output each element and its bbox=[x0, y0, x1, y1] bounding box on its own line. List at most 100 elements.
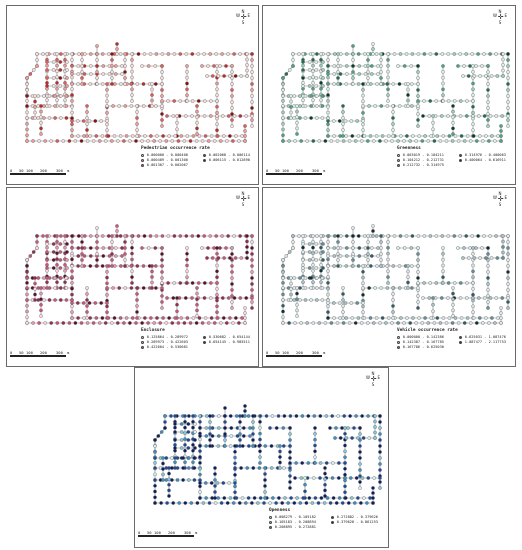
sample-point bbox=[499, 134, 503, 138]
sample-point bbox=[356, 82, 361, 86]
sample-point bbox=[269, 444, 274, 448]
sample-point bbox=[486, 106, 490, 110]
sample-point bbox=[204, 426, 209, 430]
sample-point bbox=[441, 257, 445, 262]
sample-point bbox=[183, 420, 187, 424]
sample-point bbox=[55, 52, 59, 56]
sample-point bbox=[314, 242, 319, 246]
sample-point bbox=[181, 478, 185, 482]
sample-point bbox=[183, 431, 187, 436]
sample-point bbox=[366, 240, 370, 244]
sample-point bbox=[209, 281, 213, 285]
sample-point bbox=[39, 308, 43, 313]
sample-point bbox=[65, 242, 69, 246]
sample-point bbox=[314, 250, 319, 254]
sample-point bbox=[213, 466, 217, 470]
sample-point bbox=[321, 76, 325, 80]
sample-point bbox=[105, 270, 109, 274]
sample-point bbox=[250, 88, 254, 92]
sample-point bbox=[45, 68, 49, 72]
sample-point bbox=[80, 70, 84, 74]
sample-point bbox=[315, 234, 319, 238]
sample-point bbox=[281, 116, 285, 120]
sample-point bbox=[217, 414, 221, 418]
sample-point bbox=[111, 286, 115, 290]
sample-point bbox=[314, 258, 319, 262]
sample-point bbox=[212, 64, 216, 68]
sample-point bbox=[361, 111, 365, 115]
sample-point bbox=[281, 133, 285, 138]
sample-point bbox=[70, 87, 74, 91]
legend-dot-icon bbox=[459, 340, 463, 345]
sample-point bbox=[501, 245, 505, 249]
sample-point bbox=[319, 234, 323, 238]
sample-point bbox=[250, 58, 254, 62]
sample-point bbox=[303, 94, 308, 98]
sample-point bbox=[33, 281, 37, 286]
sample-point bbox=[402, 139, 406, 143]
sample-point bbox=[33, 116, 37, 120]
sample-point bbox=[499, 124, 503, 128]
sample-point bbox=[85, 286, 89, 290]
sample-point bbox=[373, 425, 377, 429]
sample-point bbox=[64, 104, 69, 108]
sample-point bbox=[195, 132, 199, 136]
sample-point bbox=[416, 281, 420, 285]
sample-point bbox=[179, 438, 184, 442]
sample-point bbox=[441, 281, 445, 285]
sample-point bbox=[321, 68, 325, 72]
sample-point bbox=[295, 121, 299, 125]
sample-point bbox=[112, 134, 117, 138]
sample-point bbox=[456, 64, 460, 68]
sample-point bbox=[65, 60, 69, 64]
sample-point bbox=[391, 128, 395, 132]
sample-point bbox=[471, 128, 475, 132]
sample-point bbox=[332, 82, 336, 86]
sample-point bbox=[160, 52, 165, 56]
sample-point bbox=[293, 321, 297, 325]
sample-point bbox=[160, 246, 164, 250]
sample-point bbox=[53, 94, 57, 98]
sample-point bbox=[213, 478, 217, 482]
sample-point bbox=[456, 139, 461, 143]
sample-point bbox=[343, 449, 347, 454]
sample-point bbox=[304, 501, 309, 505]
sample-point bbox=[240, 134, 244, 138]
sample-point bbox=[311, 86, 315, 91]
sample-point bbox=[281, 264, 285, 268]
sample-point bbox=[326, 93, 330, 97]
sample-point bbox=[153, 461, 157, 465]
sample-point bbox=[198, 472, 202, 477]
sample-point bbox=[202, 52, 206, 56]
sample-point bbox=[91, 139, 96, 143]
sample-point bbox=[186, 438, 191, 442]
sample-point bbox=[281, 110, 285, 115]
sample-point bbox=[195, 115, 199, 119]
sample-point bbox=[222, 134, 226, 138]
legend-title: Vehicle occurrence rate bbox=[397, 328, 458, 333]
sample-point bbox=[324, 461, 329, 465]
sample-point bbox=[172, 99, 176, 103]
sample-point bbox=[362, 234, 367, 238]
sample-point bbox=[88, 134, 92, 138]
sample-point bbox=[215, 287, 219, 291]
sample-point bbox=[45, 52, 49, 56]
scale-unit-label: m bbox=[323, 168, 326, 173]
sample-point bbox=[140, 139, 144, 143]
sample-point bbox=[422, 281, 426, 285]
sample-point bbox=[196, 281, 201, 285]
sample-point bbox=[315, 286, 319, 290]
sample-point bbox=[343, 490, 347, 494]
sample-point bbox=[76, 82, 80, 86]
sample-point bbox=[130, 281, 134, 285]
sample-point bbox=[361, 82, 365, 86]
sample-point bbox=[239, 466, 243, 470]
sample-point bbox=[482, 234, 486, 238]
sample-point bbox=[123, 70, 127, 74]
sample-point bbox=[343, 472, 347, 477]
sample-point bbox=[309, 276, 313, 280]
sample-point bbox=[161, 134, 165, 138]
sample-point bbox=[378, 480, 382, 484]
sample-point bbox=[150, 93, 154, 97]
sample-point bbox=[317, 321, 322, 325]
